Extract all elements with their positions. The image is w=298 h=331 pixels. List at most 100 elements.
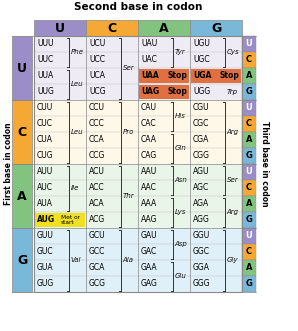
Text: CAG: CAG — [141, 152, 157, 161]
Text: C: C — [246, 183, 252, 193]
Text: CGU: CGU — [193, 104, 209, 113]
Bar — [34, 20, 86, 36]
Text: Met or
start: Met or start — [61, 215, 80, 225]
Text: UCG: UCG — [89, 87, 105, 97]
Text: CGA: CGA — [193, 135, 209, 145]
Text: Ser: Ser — [123, 65, 134, 71]
Bar — [242, 164, 256, 180]
Text: Second base in codon: Second base in codon — [74, 2, 202, 12]
Text: UGG: UGG — [193, 87, 210, 97]
Text: GUA: GUA — [37, 263, 54, 272]
Bar — [242, 228, 256, 244]
Text: G: G — [17, 254, 27, 266]
Bar — [242, 148, 256, 164]
Text: Leu: Leu — [71, 81, 83, 87]
Text: GAU: GAU — [141, 231, 158, 241]
Bar — [242, 180, 256, 196]
Text: Ser: Ser — [227, 177, 238, 183]
Text: A: A — [246, 71, 252, 80]
Bar — [12, 100, 32, 164]
Bar — [242, 276, 256, 292]
Text: C: C — [246, 248, 252, 257]
Text: CGG: CGG — [193, 152, 210, 161]
Text: CUC: CUC — [37, 119, 53, 128]
Bar — [190, 20, 242, 36]
Text: Leu: Leu — [71, 129, 83, 135]
Text: UAA: UAA — [141, 71, 159, 80]
Text: UUU: UUU — [37, 39, 54, 49]
Bar — [191, 69, 241, 83]
Text: Asn: Asn — [175, 177, 188, 183]
Text: Asp: Asp — [175, 241, 188, 247]
Text: Gly: Gly — [227, 257, 238, 263]
Text: C: C — [108, 22, 117, 34]
Text: Arg: Arg — [227, 129, 239, 135]
Text: UGU: UGU — [193, 39, 210, 49]
Text: AAA: AAA — [141, 200, 157, 209]
Text: UGC: UGC — [193, 56, 209, 65]
Text: Thr: Thr — [123, 193, 134, 199]
Text: UAG: UAG — [141, 87, 159, 97]
Text: G: G — [211, 22, 221, 34]
Text: CAA: CAA — [141, 135, 157, 145]
Text: G: G — [246, 279, 252, 289]
Text: A: A — [159, 22, 169, 34]
Text: CUA: CUA — [37, 135, 53, 145]
Text: Val: Val — [71, 257, 81, 263]
Text: UUA: UUA — [37, 71, 53, 80]
Text: AGA: AGA — [193, 200, 209, 209]
Text: First base in codon: First base in codon — [4, 123, 13, 205]
Text: UGA: UGA — [193, 71, 211, 80]
Text: AAG: AAG — [141, 215, 158, 224]
Text: Pro: Pro — [123, 129, 134, 135]
Text: UAC: UAC — [141, 56, 157, 65]
Text: A: A — [246, 263, 252, 272]
Bar — [34, 164, 242, 228]
Bar — [242, 260, 256, 276]
Bar — [139, 69, 189, 83]
Bar — [35, 213, 85, 227]
Text: UUC: UUC — [37, 56, 53, 65]
Text: Ala: Ala — [123, 257, 134, 263]
Bar — [34, 36, 242, 292]
Text: CCC: CCC — [89, 119, 105, 128]
Text: A: A — [246, 135, 252, 145]
Text: Glu: Glu — [175, 273, 187, 279]
Text: GAG: GAG — [141, 279, 158, 289]
Bar — [12, 36, 32, 100]
Text: CUG: CUG — [37, 152, 54, 161]
Text: A: A — [246, 200, 252, 209]
Text: C: C — [18, 125, 27, 138]
Text: ACA: ACA — [89, 200, 105, 209]
Bar — [242, 84, 256, 100]
Text: Trp: Trp — [227, 89, 238, 95]
Text: G: G — [246, 215, 252, 224]
Text: UCA: UCA — [89, 71, 105, 80]
Text: U: U — [17, 62, 27, 74]
Bar — [242, 100, 256, 116]
Text: GCA: GCA — [89, 263, 105, 272]
Text: AUG: AUG — [37, 215, 55, 224]
Text: U: U — [246, 167, 252, 176]
Text: Stop: Stop — [219, 71, 239, 80]
Bar — [12, 164, 32, 228]
Text: CCU: CCU — [89, 104, 105, 113]
Bar — [138, 20, 190, 36]
Text: G: G — [246, 87, 252, 97]
Text: UCC: UCC — [89, 56, 105, 65]
Text: GUC: GUC — [37, 248, 54, 257]
Bar — [34, 228, 242, 292]
Bar — [34, 36, 242, 100]
Text: Phe: Phe — [71, 49, 84, 55]
Text: A: A — [17, 190, 27, 203]
Text: GCG: GCG — [89, 279, 106, 289]
Text: GGU: GGU — [193, 231, 210, 241]
Bar — [242, 36, 256, 52]
Text: GGA: GGA — [193, 263, 210, 272]
Text: AAC: AAC — [141, 183, 157, 193]
Text: ACG: ACG — [89, 215, 105, 224]
Text: His: His — [175, 113, 186, 119]
Text: AAU: AAU — [141, 167, 157, 176]
Text: Arg: Arg — [227, 209, 239, 215]
Text: GAC: GAC — [141, 248, 157, 257]
